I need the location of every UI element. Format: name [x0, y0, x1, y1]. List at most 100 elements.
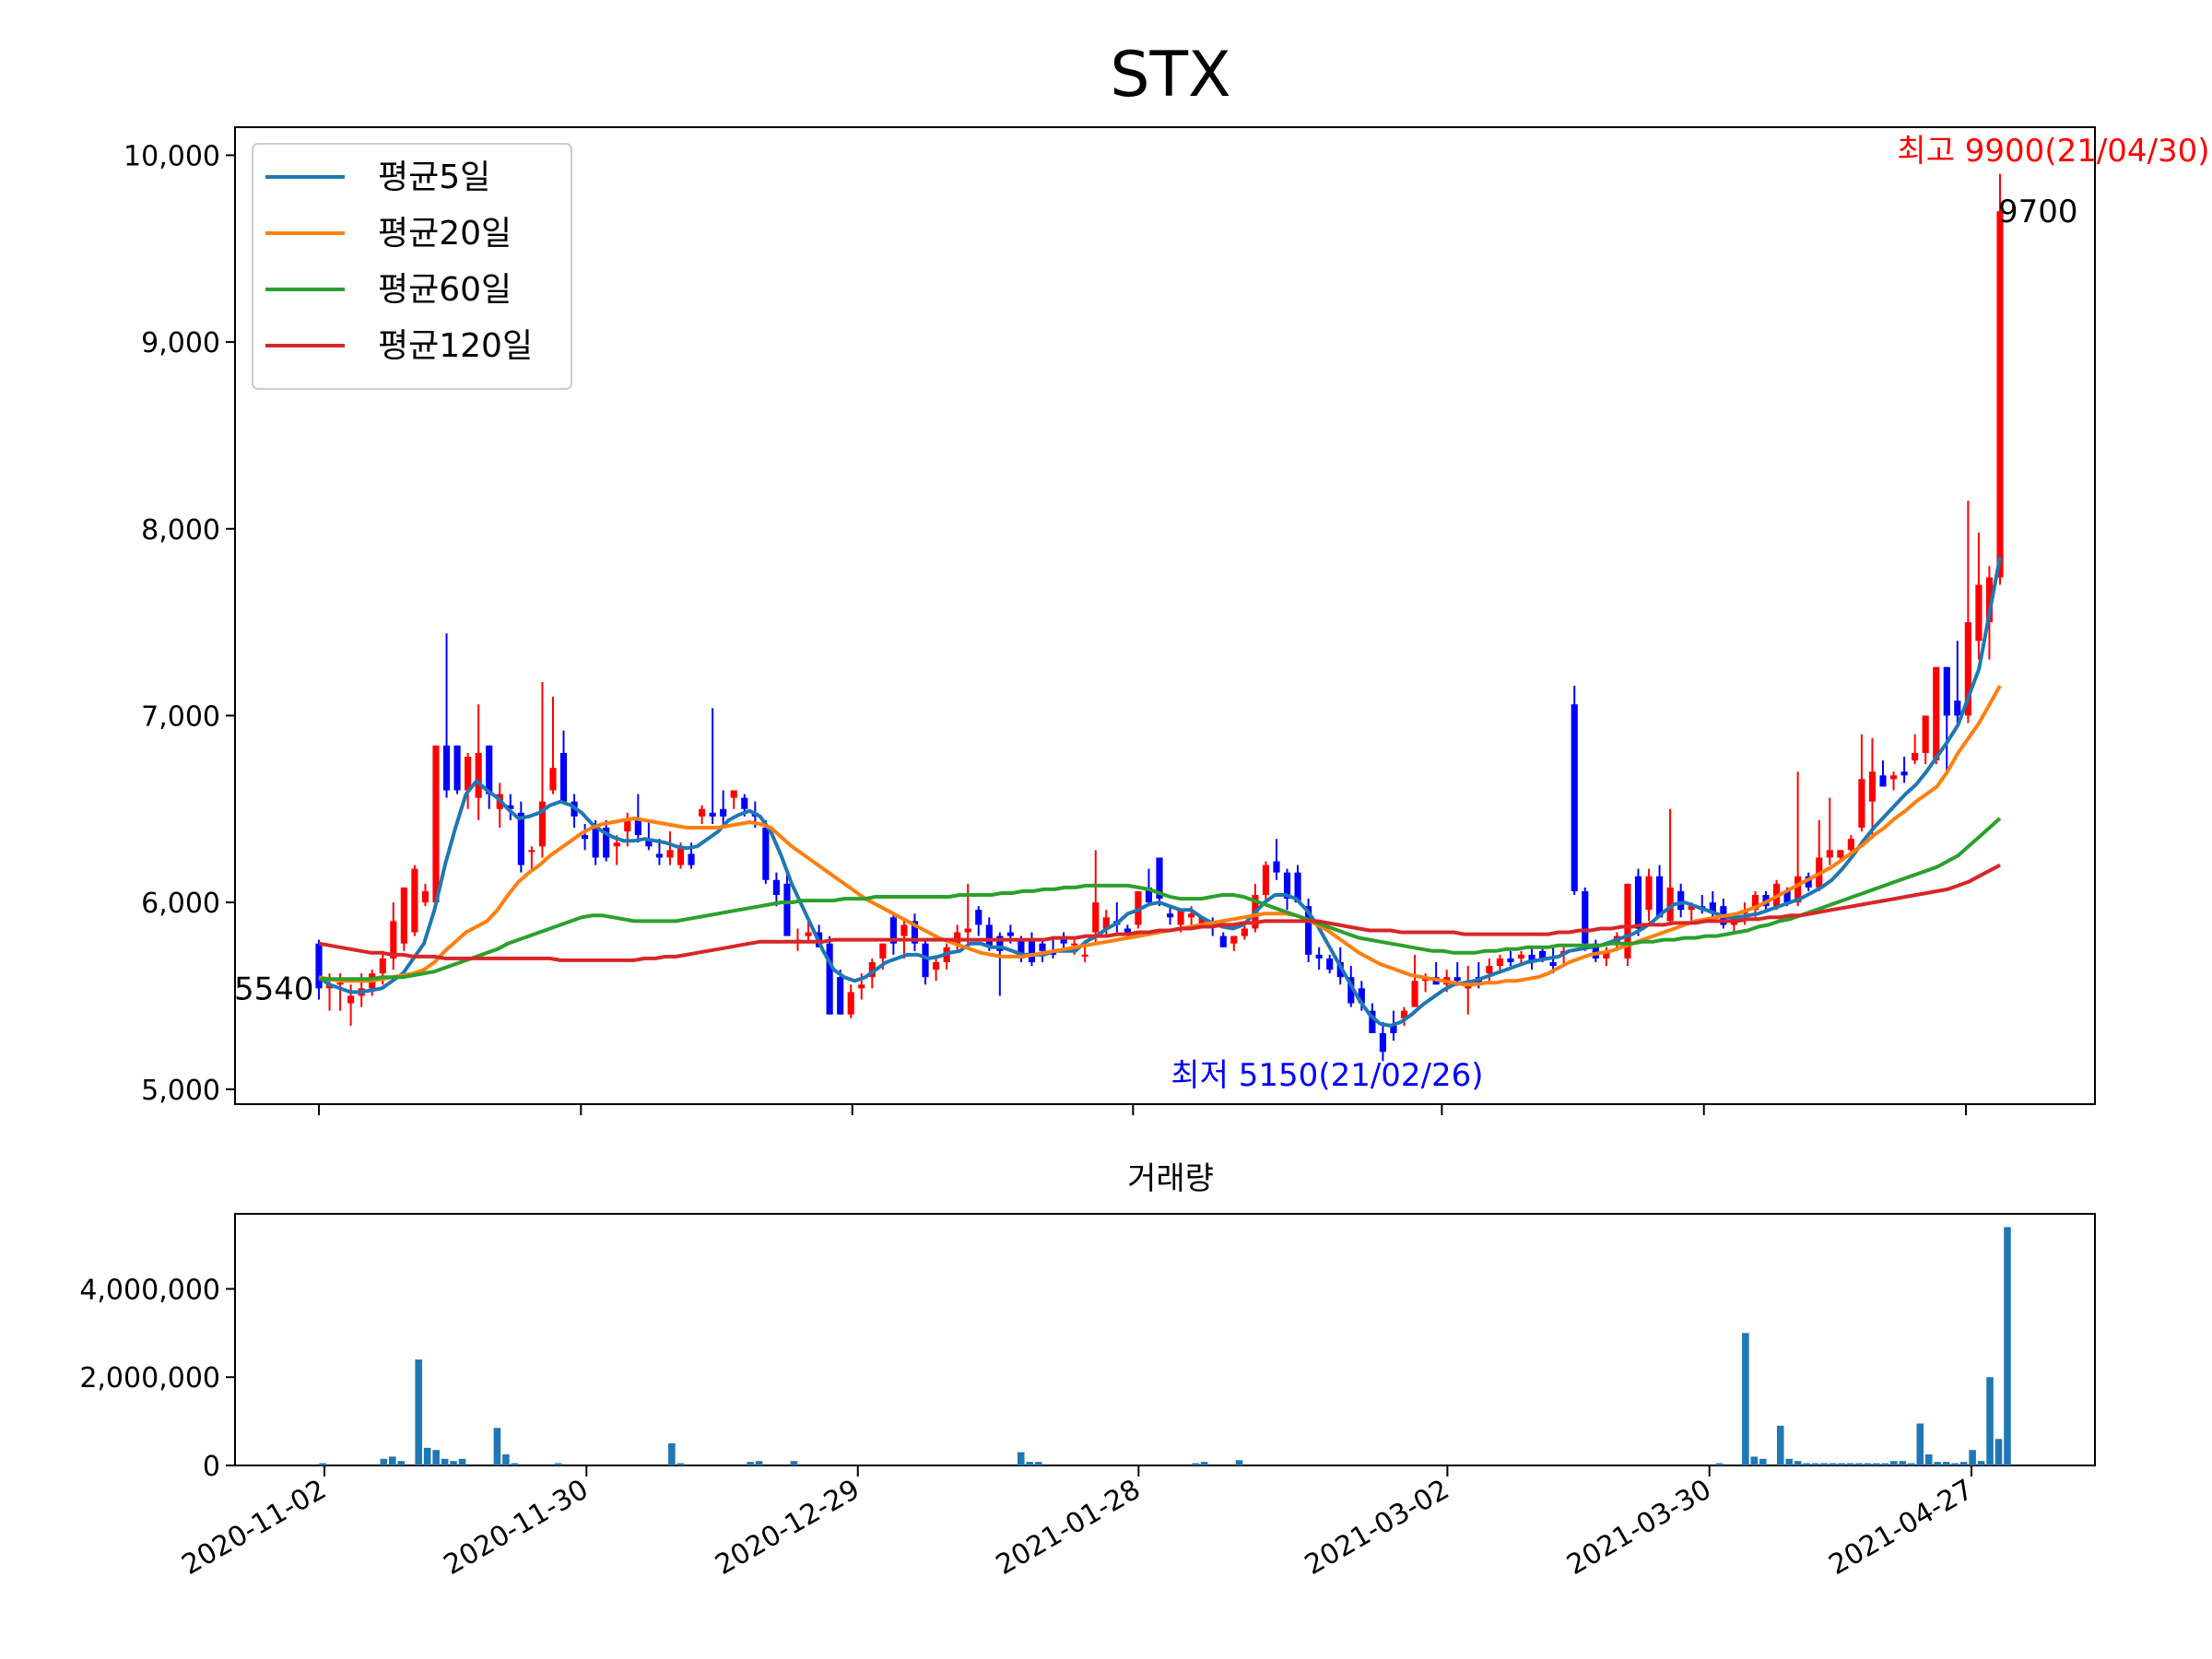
- first-close-label: 5540: [234, 971, 314, 1007]
- candle-body: [1400, 1010, 1408, 1018]
- volume-bar: [1829, 1463, 1837, 1465]
- volume-bar: [1803, 1463, 1810, 1465]
- candle-body: [1837, 850, 1844, 858]
- legend-box: [252, 143, 572, 390]
- candle-body: [1975, 584, 1983, 641]
- candle-body: [1347, 977, 1355, 1004]
- candle-body: [699, 808, 706, 817]
- candle-body: [1922, 715, 1929, 753]
- volume-bar: [1759, 1458, 1767, 1465]
- candle-body: [390, 921, 397, 959]
- volume-bar: [1026, 1462, 1033, 1465]
- candle-body: [1315, 954, 1323, 959]
- candle-body: [655, 853, 663, 858]
- volume-bar: [1794, 1461, 1802, 1465]
- candle-body: [1539, 950, 1547, 959]
- chart-title: STX: [1110, 39, 1230, 112]
- candle-body: [1081, 954, 1088, 957]
- volume-bar: [1200, 1462, 1208, 1465]
- x-tick-label: 2021-03-02: [1300, 1474, 1454, 1582]
- volume-bar: [1192, 1463, 1199, 1465]
- candle-body: [1571, 704, 1578, 891]
- legend-label: 평균5일: [378, 159, 490, 196]
- candle-body: [592, 823, 599, 858]
- ma-line-평균5일: [317, 556, 2002, 1028]
- candle-body: [1666, 887, 1674, 922]
- candle-body: [1933, 666, 1940, 761]
- candle-body: [1783, 890, 1791, 903]
- candle-body: [1985, 577, 1994, 623]
- volume-panel-title: 거래량: [1127, 1160, 1214, 1197]
- x-tick-label: 2020-11-30: [439, 1474, 594, 1582]
- candle-body: [432, 745, 440, 903]
- candle-body: [932, 961, 940, 971]
- volume-bar: [441, 1458, 449, 1465]
- volume-bar: [415, 1359, 422, 1465]
- candle-body: [837, 977, 844, 1015]
- volume-bar: [1873, 1463, 1880, 1465]
- volume-bar: [1951, 1463, 1959, 1465]
- candle-body: [889, 917, 897, 944]
- candle-body: [1486, 966, 1493, 974]
- candle-body: [1954, 700, 1961, 716]
- price-y-tick-label: 5,000: [141, 1075, 220, 1107]
- volume-bar: [1811, 1463, 1819, 1465]
- candle-body: [688, 853, 695, 865]
- x-tick-label: 2021-03-30: [1561, 1474, 1716, 1582]
- volume-bar: [790, 1461, 798, 1465]
- volume-bar: [747, 1462, 754, 1465]
- candle-body: [1006, 932, 1014, 936]
- candle-body: [964, 928, 971, 933]
- volume-y-tick-label: 0: [203, 1451, 220, 1483]
- volume-bar: [1942, 1462, 1950, 1465]
- volume-bar: [388, 1456, 396, 1465]
- candle-body: [549, 768, 557, 791]
- candle-body: [1028, 939, 1036, 962]
- candle-body: [1102, 917, 1110, 929]
- price-plot-frame: [234, 126, 2096, 1105]
- candle-body: [507, 805, 514, 809]
- volume-bar: [511, 1463, 519, 1465]
- candle-body: [645, 839, 653, 847]
- candle-body: [1188, 913, 1195, 918]
- volume-y-tick-label: 2,000,000: [79, 1362, 220, 1394]
- candle-body: [1305, 906, 1312, 955]
- volume-bar: [432, 1450, 440, 1465]
- candle-body: [336, 982, 344, 985]
- candle-body: [1092, 902, 1100, 933]
- candle-body: [1900, 771, 1908, 776]
- candle-body: [1826, 850, 1833, 858]
- volume-bar: [319, 1463, 326, 1465]
- candle-body: [1634, 876, 1642, 929]
- x-tick-label: 2020-11-02: [177, 1474, 332, 1582]
- candle-body: [582, 835, 589, 840]
- candle-body: [911, 921, 919, 944]
- candle-body: [1656, 876, 1664, 918]
- volume-bar: [450, 1461, 457, 1465]
- candle-body: [1996, 211, 2004, 578]
- candle-body: [1060, 935, 1067, 944]
- candle-body: [1177, 910, 1184, 925]
- volume-bar: [2004, 1227, 2011, 1465]
- candle-body: [1230, 935, 1238, 944]
- candle-body: [720, 808, 727, 817]
- candle-body: [1283, 872, 1291, 900]
- price-y-tick-label: 10,000: [124, 140, 220, 172]
- last-close-label: 9700: [1998, 194, 2078, 230]
- ma-line-평균120일: [318, 863, 2001, 962]
- volume-bar: [1890, 1461, 1898, 1465]
- candle-body: [1369, 1010, 1376, 1033]
- candle-body: [1858, 779, 1865, 829]
- candle-body: [975, 910, 982, 925]
- candle-body: [1507, 958, 1514, 962]
- candle-body: [1624, 883, 1631, 959]
- candle-body: [1465, 984, 1472, 989]
- volume-bar: [1916, 1423, 1924, 1465]
- candle-body: [1379, 1032, 1387, 1053]
- volume-bar: [668, 1443, 676, 1465]
- volume-bar: [502, 1454, 510, 1465]
- volume-bar: [1959, 1462, 1968, 1465]
- candle-body: [900, 924, 908, 936]
- candle-body: [1751, 895, 1759, 911]
